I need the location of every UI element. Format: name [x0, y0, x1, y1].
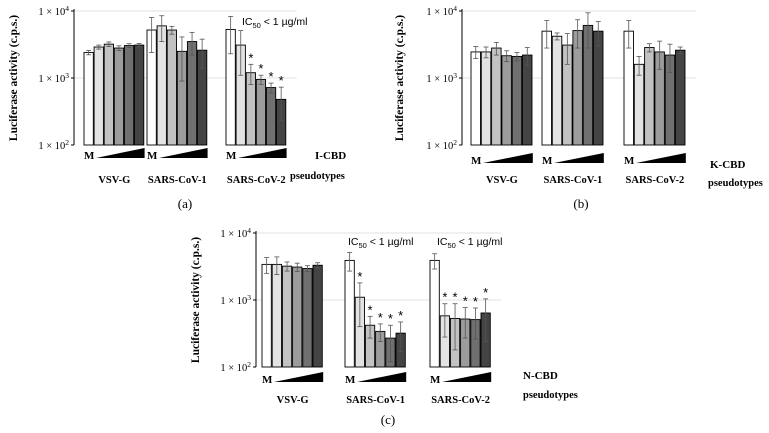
concentration-ramp: [483, 153, 533, 163]
significance-asterisk: *: [483, 285, 488, 300]
bar: [166, 29, 177, 146]
group-label: SARS-CoV-2: [227, 175, 286, 186]
significance-asterisk: *: [258, 61, 263, 76]
ic50-label: IC50 < 1 µg/ml: [437, 236, 502, 250]
concentration-ramp: [636, 153, 686, 163]
bar: [511, 55, 523, 146]
y-tick-label: 1 × 103: [220, 293, 251, 307]
mock-label: M: [430, 374, 441, 386]
group-label: VSV-G: [98, 175, 130, 186]
panel-label: (c): [381, 412, 395, 427]
compound-label: I-CBD: [315, 150, 346, 162]
chart-panel: 1 × 102 1 × 103 1 × 104 Luciferase activity…: [394, 4, 763, 211]
bar: [156, 25, 167, 146]
ic50-label: IC50 < 1 µg/ml: [348, 236, 413, 250]
bar: [675, 49, 686, 146]
bar: [480, 51, 492, 146]
ic50-label: IC50 < 1 µg/ml: [242, 16, 307, 30]
significance-asterisk: *: [473, 294, 478, 309]
group-label: SARS-CoV-2: [431, 395, 490, 406]
group-label: SARS-CoV-2: [626, 175, 685, 186]
y-tick-label: 1 × 102: [220, 360, 251, 374]
y-tick-label: 1 × 104: [426, 4, 457, 18]
significance-asterisk: *: [269, 69, 274, 84]
bar: [134, 44, 145, 146]
y-tick-label: 1 × 102: [38, 138, 69, 152]
y-tick-label: 1 × 104: [220, 226, 251, 240]
bar: [429, 259, 440, 368]
significance-asterisk: *: [279, 73, 284, 88]
bar: [470, 51, 481, 146]
significance-asterisk: *: [442, 290, 447, 305]
bar: [491, 47, 502, 146]
bar: [312, 264, 323, 368]
bar: [186, 41, 198, 146]
mock-label: M: [84, 150, 95, 162]
concentration-ramp: [238, 148, 287, 158]
bar: [551, 35, 563, 146]
significance-asterisk: *: [357, 269, 362, 284]
bar: [281, 265, 293, 368]
mock-label: M: [542, 155, 553, 167]
mock-label: M: [147, 150, 158, 162]
group-label: SARS-CoV-1: [148, 175, 207, 186]
bar: [344, 259, 355, 368]
concentration-ramp: [357, 372, 407, 382]
mock-label: M: [345, 374, 356, 386]
bar: [501, 55, 512, 146]
y-axis-label: Luciferase activity (c.p.s.): [394, 15, 406, 141]
compound-label: N-CBD: [523, 370, 558, 382]
x-axis-label: pseudotypes: [708, 178, 763, 189]
significance-asterisk: *: [248, 50, 253, 65]
chart-panel: 1 × 102 1 × 103 1 × 104 Luciferase activity…: [8, 4, 346, 211]
group-label: VSV-G: [277, 395, 309, 406]
mock-label: M: [262, 374, 273, 386]
bar: [93, 46, 104, 146]
mock-label: M: [226, 150, 237, 162]
significance-asterisk: *: [453, 290, 458, 305]
bar: [255, 79, 267, 146]
group-label: SARS-CoV-1: [346, 395, 405, 406]
group-label: VSV-G: [486, 175, 518, 186]
bar: [302, 268, 313, 368]
y-axis-label: Luciferase activity (c.p.s.): [8, 15, 20, 141]
significance-asterisk: *: [398, 308, 403, 323]
bar: [113, 47, 125, 146]
significance-asterisk: *: [463, 294, 468, 309]
y-tick-label: 1 × 104: [38, 4, 69, 18]
concentration-ramp: [442, 372, 492, 382]
bar: [123, 45, 135, 146]
concentration-ramp: [554, 153, 604, 163]
bar: [83, 52, 94, 146]
compound-label: K-CBD: [710, 159, 746, 171]
significance-asterisk: *: [388, 311, 393, 326]
panel-label: (a): [178, 196, 192, 211]
concentration-ramp: [274, 372, 324, 382]
bar: [522, 54, 533, 146]
concentration-ramp: [96, 148, 145, 158]
mock-label: M: [624, 155, 635, 167]
bar: [265, 87, 277, 146]
y-axis-label: Luciferase activity (c.p.s.): [190, 237, 202, 363]
concentration-ramp: [159, 148, 208, 158]
x-axis-label: pseudotypes: [290, 171, 345, 182]
group-label: SARS-CoV-1: [544, 175, 603, 186]
significance-asterisk: *: [378, 310, 383, 325]
bar: [292, 266, 303, 368]
panel-label: (b): [573, 196, 588, 211]
bar: [271, 263, 282, 368]
chart-panel: 1 × 102 1 × 103 1 × 104 Luciferase activity…: [190, 226, 578, 427]
bar: [633, 63, 645, 146]
bar: [261, 263, 272, 368]
bar: [103, 43, 114, 146]
y-tick-label: 1 × 103: [38, 71, 69, 85]
y-tick-label: 1 × 103: [426, 71, 457, 85]
x-axis-label: pseudotypes: [523, 390, 578, 401]
bar: [593, 30, 604, 146]
y-tick-label: 1 × 102: [426, 138, 457, 152]
significance-asterisk: *: [368, 302, 373, 317]
mock-label: M: [471, 155, 482, 167]
bar: [644, 47, 655, 146]
